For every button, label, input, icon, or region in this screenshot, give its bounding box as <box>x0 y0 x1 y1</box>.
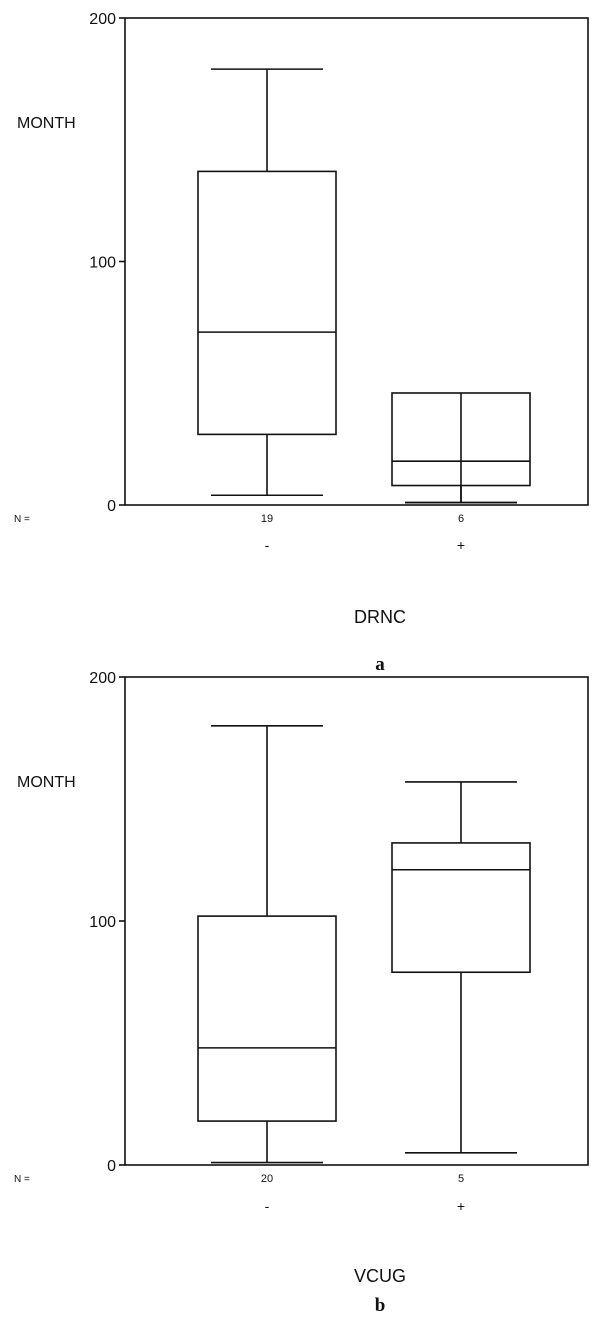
y-tick-label: 0 <box>107 498 116 515</box>
n-prefix: N = <box>14 514 30 525</box>
n-value: 5 <box>458 1173 464 1185</box>
category-label: - <box>265 1198 270 1214</box>
n-prefix: N = <box>14 1174 30 1185</box>
panel-b: 0 100 200 MONTH N = 20 - 5 + VCUG b <box>14 670 589 1316</box>
category-label: + <box>457 537 465 553</box>
iqr-box <box>391 842 531 974</box>
y-axis-label: MONTH <box>17 774 76 791</box>
y-tick-label: 200 <box>89 670 116 687</box>
panel-a: 0 100 200 MONTH N = 19 - 6 + DRNC a <box>14 11 589 675</box>
panel-label: b <box>375 1295 386 1316</box>
x-axis-label: VCUG <box>354 1266 406 1286</box>
n-value: 6 <box>458 513 464 525</box>
iqr-box <box>197 915 337 1122</box>
y-tick-label: 200 <box>89 11 116 28</box>
box-1 <box>391 781 531 1154</box>
box-1 <box>391 392 531 504</box>
x-axis-label: DRNC <box>354 607 406 627</box>
y-axis-label: MONTH <box>17 115 76 132</box>
category-label: + <box>457 1198 465 1214</box>
category-label: - <box>265 537 270 553</box>
iqr-box <box>197 170 337 436</box>
panel-label: a <box>375 654 385 675</box>
y-tick-label: 100 <box>89 255 116 272</box>
n-value: 20 <box>261 1173 273 1185</box>
y-tick-label: 0 <box>107 1158 116 1175</box>
box-0 <box>197 724 337 1164</box>
y-tick-label: 100 <box>89 914 116 931</box>
plot-frame <box>124 676 589 1166</box>
box-0 <box>197 68 337 497</box>
n-value: 19 <box>261 513 273 525</box>
plot-frame <box>124 17 589 506</box>
